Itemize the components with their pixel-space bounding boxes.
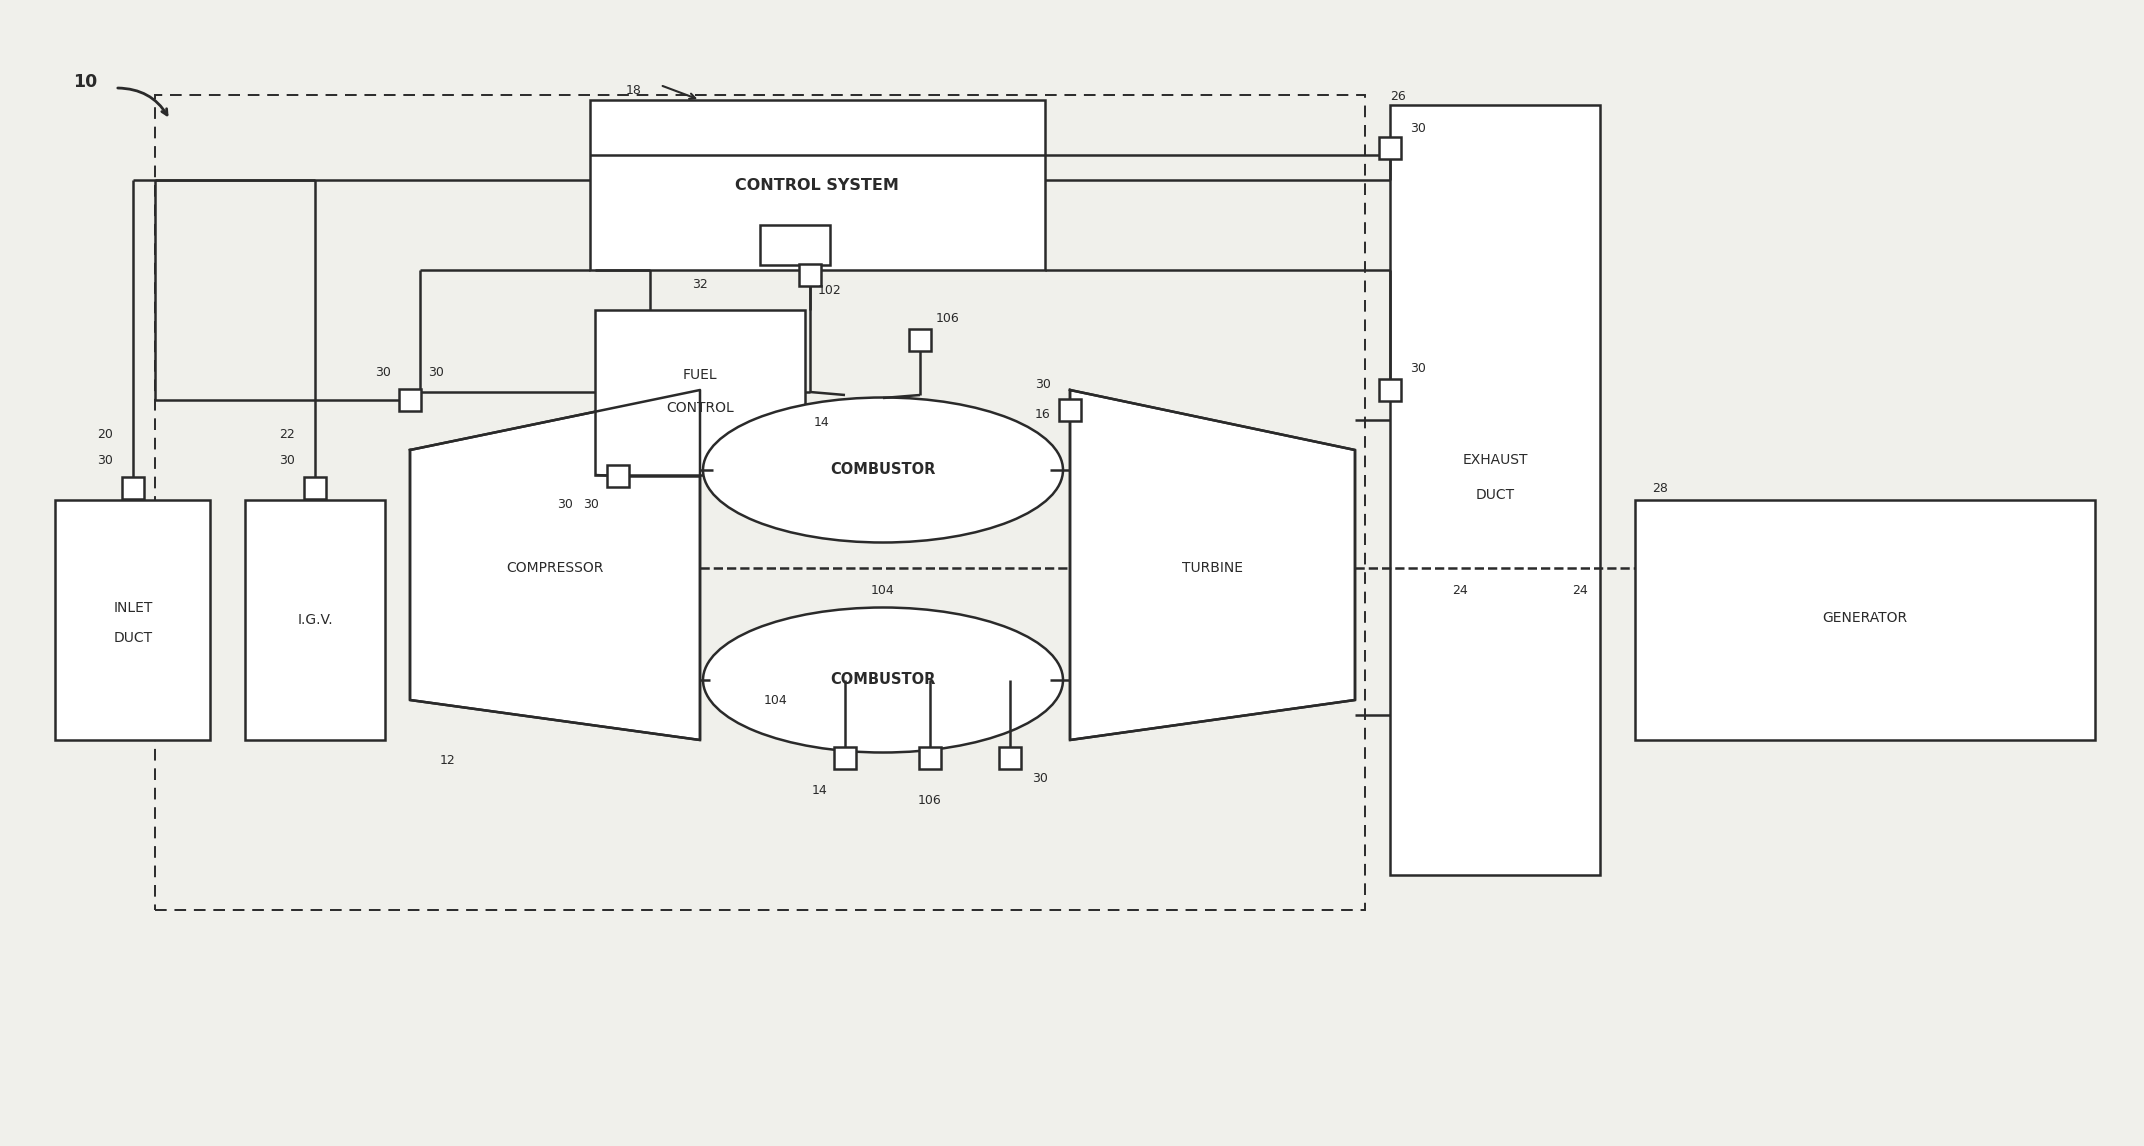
Polygon shape — [410, 390, 699, 740]
Text: 30: 30 — [429, 367, 444, 379]
Text: COMBUSTOR: COMBUSTOR — [830, 673, 935, 688]
Text: 30: 30 — [279, 454, 296, 466]
Text: 22: 22 — [279, 429, 296, 441]
Bar — [122, 477, 144, 499]
Text: 30: 30 — [557, 497, 572, 510]
Text: 106: 106 — [937, 312, 961, 324]
Text: 30: 30 — [1411, 361, 1426, 375]
Text: 32: 32 — [693, 278, 708, 291]
Text: 10: 10 — [73, 73, 96, 91]
Text: 104: 104 — [763, 693, 787, 706]
Bar — [800, 264, 821, 286]
Text: 30: 30 — [1036, 378, 1051, 392]
Text: EXHAUST: EXHAUST — [1462, 453, 1529, 468]
Bar — [1636, 500, 2095, 740]
Ellipse shape — [703, 607, 1063, 753]
Text: 30: 30 — [583, 497, 598, 510]
Text: I.G.V.: I.G.V. — [298, 613, 332, 627]
Bar — [607, 465, 628, 487]
Bar — [1389, 105, 1599, 876]
Text: 102: 102 — [819, 283, 843, 297]
Polygon shape — [1070, 390, 1355, 740]
Bar — [56, 500, 210, 740]
Bar — [759, 225, 830, 265]
Bar — [399, 388, 420, 411]
Text: 30: 30 — [375, 367, 390, 379]
Text: 24: 24 — [1451, 584, 1469, 597]
Bar — [1059, 399, 1081, 421]
Text: CONTROL: CONTROL — [667, 401, 733, 415]
Ellipse shape — [703, 398, 1063, 542]
Text: 12: 12 — [440, 754, 457, 767]
Text: 30: 30 — [1411, 121, 1426, 134]
Text: COMPRESSOR: COMPRESSOR — [506, 562, 605, 575]
Bar — [244, 500, 386, 740]
Bar — [1379, 138, 1400, 159]
Bar — [920, 747, 941, 769]
Text: 28: 28 — [1653, 481, 1668, 495]
Text: FUEL: FUEL — [682, 368, 718, 382]
Text: 14: 14 — [815, 416, 830, 429]
Text: 30: 30 — [96, 454, 114, 466]
Text: 24: 24 — [1572, 584, 1589, 597]
Text: 14: 14 — [813, 784, 828, 796]
Text: DUCT: DUCT — [1475, 488, 1514, 502]
Text: CONTROL SYSTEM: CONTROL SYSTEM — [735, 178, 898, 193]
Text: 18: 18 — [626, 84, 641, 96]
Text: DUCT: DUCT — [114, 631, 152, 645]
Bar — [999, 747, 1021, 769]
Bar — [304, 477, 326, 499]
Text: 104: 104 — [870, 583, 894, 597]
Text: 30: 30 — [1031, 771, 1048, 785]
Bar — [1379, 379, 1400, 401]
Text: GENERATOR: GENERATOR — [1822, 611, 1908, 625]
Text: TURBINE: TURBINE — [1183, 562, 1244, 575]
Text: INLET: INLET — [114, 601, 152, 615]
Text: COMBUSTOR: COMBUSTOR — [830, 463, 935, 478]
Bar — [596, 311, 804, 474]
Bar — [154, 95, 1366, 910]
Text: 16: 16 — [1036, 408, 1051, 422]
Bar — [590, 100, 1044, 270]
Text: 20: 20 — [96, 429, 114, 441]
Text: 106: 106 — [918, 793, 941, 807]
Bar — [834, 747, 855, 769]
Bar — [909, 329, 930, 351]
Text: 26: 26 — [1389, 91, 1406, 103]
